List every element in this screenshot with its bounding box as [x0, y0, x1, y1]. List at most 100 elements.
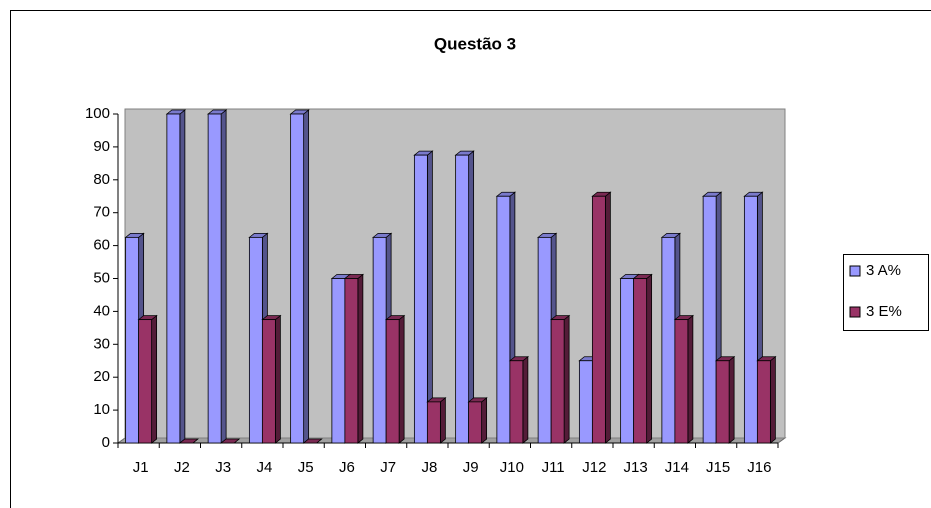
x-tick-label: J2 — [174, 459, 190, 476]
bar-front — [344, 278, 359, 444]
bar-front — [207, 113, 222, 444]
bar-side — [398, 314, 405, 444]
bar-front — [509, 360, 524, 444]
bar — [549, 314, 571, 444]
bar-front — [743, 195, 758, 444]
bar-side — [274, 314, 281, 444]
bar-front — [166, 113, 181, 444]
bar-front — [290, 113, 305, 444]
y-tick-label: 0 — [102, 434, 110, 451]
y-tick-label: 60 — [93, 237, 110, 254]
bar — [756, 355, 777, 444]
bar-front — [248, 236, 263, 444]
bar-side — [646, 273, 653, 444]
bar-side — [769, 355, 776, 444]
legend-swatch — [849, 265, 861, 277]
x-tick-label: J4 — [256, 459, 272, 476]
bar-top — [302, 438, 323, 444]
bar-front — [702, 195, 717, 444]
bar — [714, 355, 736, 444]
bar-front — [674, 319, 689, 444]
x-tick-label: J9 — [463, 459, 479, 476]
x-tick-label: J15 — [706, 459, 730, 476]
bar-front — [756, 360, 771, 444]
x-tick-label: J6 — [339, 459, 355, 476]
y-tick-label: 40 — [93, 302, 110, 319]
x-tick-label: J1 — [133, 459, 149, 476]
bar-front — [426, 401, 441, 444]
bar — [261, 314, 282, 444]
bar — [206, 109, 228, 444]
bar — [384, 314, 406, 444]
legend-label: 3 E% — [866, 303, 902, 320]
x-tick-label: J12 — [582, 459, 606, 476]
bar — [673, 314, 695, 444]
y-tick-label: 30 — [93, 335, 110, 352]
bar-side — [179, 109, 186, 444]
bar — [289, 109, 310, 444]
bar-side — [303, 109, 310, 444]
bar-front — [372, 236, 387, 444]
bar-front — [578, 360, 593, 444]
bar-front — [591, 195, 606, 444]
bar-top — [178, 438, 200, 444]
bar-front — [633, 278, 648, 444]
bar — [426, 397, 447, 444]
bar-front — [468, 401, 483, 444]
bar-front — [261, 319, 276, 444]
legend-swatch — [849, 306, 861, 318]
bar-side — [439, 397, 446, 444]
bar-side — [687, 314, 694, 444]
bar-front — [455, 154, 470, 444]
bar-front — [550, 319, 565, 444]
bar — [632, 273, 653, 444]
x-tick-label: J14 — [665, 459, 689, 476]
bar-side — [220, 109, 227, 444]
bar-front — [331, 278, 346, 444]
bar — [508, 355, 530, 444]
bar — [467, 397, 488, 444]
bar — [413, 150, 434, 444]
bar-front — [413, 154, 428, 444]
bar — [178, 438, 200, 444]
x-tick-label: J16 — [747, 459, 771, 476]
x-tick-label: J5 — [298, 459, 314, 476]
bar — [454, 150, 475, 444]
bar-side — [728, 355, 735, 444]
bar-side — [522, 355, 529, 444]
y-tick-label: 100 — [85, 105, 110, 122]
bar — [343, 273, 365, 444]
bar-front — [620, 278, 635, 444]
bar — [219, 438, 241, 444]
y-tick-label: 90 — [93, 138, 110, 155]
bar — [591, 191, 612, 444]
bar-side — [481, 397, 488, 444]
bar-top — [219, 438, 241, 444]
chart-title: Questão 3 — [434, 34, 516, 53]
bar-side — [357, 273, 364, 444]
bar-side — [604, 191, 611, 444]
bar-side — [151, 314, 158, 444]
x-tick-label: J8 — [421, 459, 437, 476]
x-tick-label: J13 — [624, 459, 648, 476]
y-tick-label: 20 — [93, 368, 110, 385]
bar-front — [496, 195, 511, 444]
bar-front — [661, 236, 676, 444]
x-tick-label: J7 — [380, 459, 396, 476]
bar-front — [537, 236, 552, 444]
y-tick-label: 70 — [93, 204, 110, 221]
x-tick-label: J10 — [500, 459, 524, 476]
bar — [165, 109, 187, 444]
bar-front — [125, 236, 140, 444]
bar-front — [385, 319, 400, 444]
y-tick-label: 10 — [93, 401, 110, 418]
bar-front — [138, 319, 153, 444]
y-tick-label: 50 — [93, 269, 110, 286]
y-tick-label: 80 — [93, 171, 110, 188]
bar — [137, 314, 158, 444]
bar-side — [563, 314, 570, 444]
bar — [302, 438, 323, 444]
bar-front — [715, 360, 730, 444]
legend-label: 3 A% — [866, 262, 901, 279]
